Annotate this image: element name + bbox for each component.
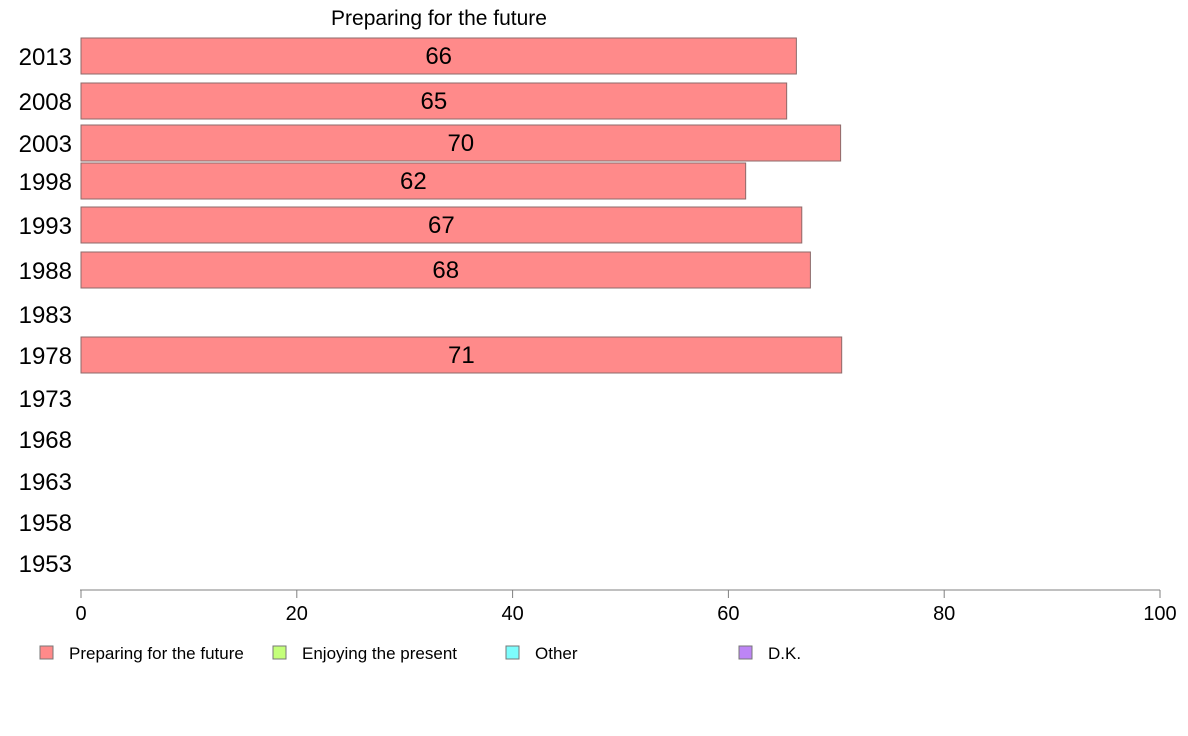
bar-2013 (80, 37, 797, 75)
x-tick-label-20: 20 (286, 603, 308, 625)
category-label-1998: 1998 (19, 169, 72, 196)
category-label-1983: 1983 (19, 302, 72, 329)
x-tick-label-80: 80 (933, 603, 955, 625)
legend-label-2: Other (535, 644, 578, 663)
legend-swatch-3 (738, 645, 753, 660)
legend-label-1: Enjoying the present (302, 644, 457, 663)
bar-2008 (80, 82, 788, 120)
category-label-1973: 1973 (19, 386, 72, 413)
category-label-1963: 1963 (19, 469, 72, 496)
bar-1988 (80, 251, 811, 289)
category-label-1953: 1953 (19, 551, 72, 578)
legend-label-0: Preparing for the future (69, 644, 244, 663)
x-tick-label-100: 100 (1143, 603, 1176, 625)
category-label-1968: 1968 (19, 427, 72, 454)
data-label-1993: 67 (428, 212, 455, 239)
category-label-2013: 2013 (19, 44, 72, 71)
x-tick-label-0: 0 (75, 603, 86, 625)
category-label-2003: 2003 (19, 131, 72, 158)
chart-title: Preparing for the future (331, 7, 547, 30)
data-label-2003: 70 (447, 130, 474, 157)
legend-swatch-0 (39, 645, 54, 660)
bar-1978 (80, 336, 843, 374)
data-label-1988: 68 (432, 257, 459, 284)
category-label-1993: 1993 (19, 213, 72, 240)
legend-swatch-2 (505, 645, 520, 660)
category-label-1988: 1988 (19, 258, 72, 285)
data-label-1978: 71 (448, 342, 475, 369)
legend-swatch-1 (272, 645, 287, 660)
category-label-1978: 1978 (19, 343, 72, 370)
legend-label-3: D.K. (768, 644, 801, 663)
data-label-2013: 66 (425, 43, 452, 70)
bar-1998 (80, 162, 747, 200)
bar-2003 (80, 124, 842, 162)
category-label-2008: 2008 (19, 89, 72, 116)
category-label-1958: 1958 (19, 510, 72, 537)
data-label-2008: 65 (420, 88, 447, 115)
x-tick-label-60: 60 (717, 603, 739, 625)
x-tick-label-40: 40 (501, 603, 523, 625)
data-label-1998: 62 (400, 168, 427, 195)
bar-1993 (80, 206, 803, 244)
